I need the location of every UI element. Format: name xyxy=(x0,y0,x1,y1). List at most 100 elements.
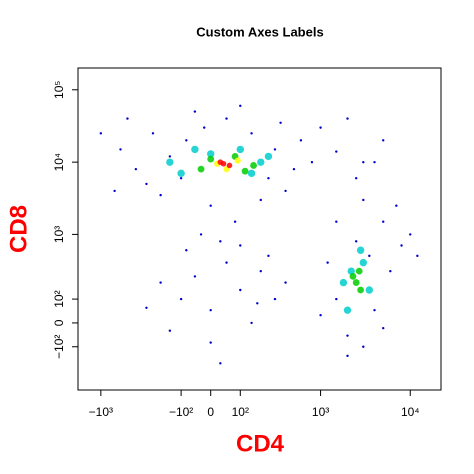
point xyxy=(209,204,212,207)
point xyxy=(373,160,376,164)
point xyxy=(365,286,374,294)
point xyxy=(326,261,329,264)
point xyxy=(199,233,203,236)
point xyxy=(250,321,253,325)
point xyxy=(346,354,349,358)
point xyxy=(284,189,287,193)
point xyxy=(339,278,348,287)
point xyxy=(273,297,277,301)
y-tick-label: 10² xyxy=(52,290,66,307)
point xyxy=(217,159,224,165)
point xyxy=(225,261,228,264)
point xyxy=(219,362,222,365)
point xyxy=(250,162,257,169)
point xyxy=(409,233,412,236)
point xyxy=(346,117,349,120)
point xyxy=(310,160,314,164)
point xyxy=(197,165,205,173)
point xyxy=(354,240,358,243)
point xyxy=(239,104,242,108)
point xyxy=(362,345,365,348)
point xyxy=(159,193,162,197)
point xyxy=(382,139,385,142)
point xyxy=(247,169,256,178)
point xyxy=(99,132,103,135)
point xyxy=(203,126,206,129)
x-axis-label: CD4 xyxy=(236,430,285,457)
point xyxy=(179,176,183,180)
point xyxy=(185,139,188,142)
y-tick-label: 10⁴ xyxy=(52,153,66,172)
point xyxy=(279,121,282,124)
x-tick-label: 0 xyxy=(207,405,214,419)
point xyxy=(151,132,155,135)
point xyxy=(241,167,249,175)
point xyxy=(362,198,365,202)
y-tick-label: 10³ xyxy=(52,226,66,243)
point xyxy=(168,155,172,158)
point xyxy=(225,117,228,120)
point xyxy=(359,258,368,267)
point xyxy=(319,126,322,129)
point xyxy=(335,220,338,223)
point xyxy=(319,313,322,317)
point xyxy=(264,152,273,161)
point xyxy=(259,269,262,273)
point xyxy=(219,240,222,243)
point xyxy=(395,204,398,207)
point xyxy=(209,308,212,312)
point xyxy=(382,220,385,223)
x-tick-label: −10² xyxy=(169,405,193,419)
point xyxy=(134,167,138,171)
point xyxy=(284,281,287,284)
point xyxy=(207,150,215,158)
point xyxy=(226,162,233,169)
point xyxy=(416,254,419,258)
x-tick-label: 10² xyxy=(232,405,249,419)
point xyxy=(233,220,237,223)
point xyxy=(145,182,148,186)
point xyxy=(356,246,365,254)
point xyxy=(273,148,277,151)
point xyxy=(352,279,360,286)
y-tick-label: 0 xyxy=(52,319,66,326)
point xyxy=(239,244,242,247)
point xyxy=(119,148,122,151)
x-tick-label: 10³ xyxy=(312,405,329,419)
point xyxy=(256,302,259,305)
point xyxy=(335,150,338,153)
point xyxy=(177,169,185,178)
point xyxy=(400,244,403,247)
point xyxy=(193,275,197,278)
y-axis-label: CD8 xyxy=(5,205,32,253)
point xyxy=(179,297,183,301)
point xyxy=(193,110,197,113)
point xyxy=(382,326,385,330)
point xyxy=(166,158,174,166)
chart-title: Custom Axes Labels xyxy=(196,24,323,39)
point xyxy=(250,132,253,135)
point xyxy=(267,176,270,180)
point xyxy=(373,308,376,312)
point xyxy=(354,176,358,180)
point xyxy=(159,281,162,284)
point xyxy=(346,334,349,337)
point xyxy=(362,160,365,164)
point xyxy=(349,273,357,280)
x-tick-label: −10³ xyxy=(89,405,113,419)
point xyxy=(168,329,172,332)
point xyxy=(292,167,296,171)
point xyxy=(236,145,244,154)
x-tick-label: 10⁴ xyxy=(401,405,420,419)
point xyxy=(209,341,212,344)
point xyxy=(191,145,199,154)
plot-frame xyxy=(77,67,442,391)
point xyxy=(357,286,365,294)
point xyxy=(389,269,392,273)
point xyxy=(299,139,303,142)
point xyxy=(126,117,129,120)
point xyxy=(368,254,371,258)
point xyxy=(343,306,352,314)
point xyxy=(267,254,270,258)
